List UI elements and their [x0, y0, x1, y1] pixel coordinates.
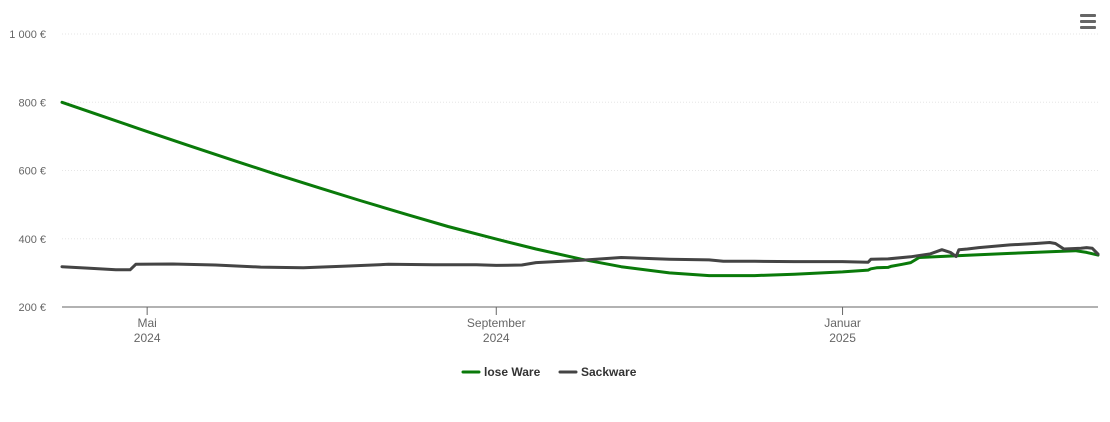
legend[interactable]: lose Ware Sackware — [461, 365, 637, 379]
y-tick-label: 800 € — [18, 97, 46, 109]
legend-item[interactable]: lose Ware — [461, 365, 541, 379]
series-lines — [60, 100, 1100, 278]
x-tick-label: Mai — [137, 316, 156, 330]
legend-label: lose Ware — [484, 365, 541, 379]
x-tick-label-year: 2025 — [829, 331, 856, 345]
y-axis: 200 € 400 € 600 € 800 € 1 000 € — [9, 29, 46, 314]
x-tick-label: Januar — [824, 316, 861, 330]
y-tick-label: 400 € — [18, 234, 46, 246]
x-tick-label-year: 2024 — [483, 331, 510, 345]
x-tick-label: September — [467, 316, 526, 330]
x-tick-label-year: 2024 — [134, 331, 161, 345]
y-tick-label: 200 € — [18, 302, 46, 314]
grid-lines — [62, 33, 1098, 240]
series-line-1[interactable] — [60, 241, 1100, 272]
legend-item[interactable]: Sackware — [558, 365, 637, 379]
hamburger-menu-icon[interactable] — [1076, 10, 1100, 32]
y-tick-label: 600 € — [18, 166, 46, 178]
legend-label: Sackware — [581, 365, 637, 379]
y-tick-label: 1 000 € — [9, 29, 46, 41]
